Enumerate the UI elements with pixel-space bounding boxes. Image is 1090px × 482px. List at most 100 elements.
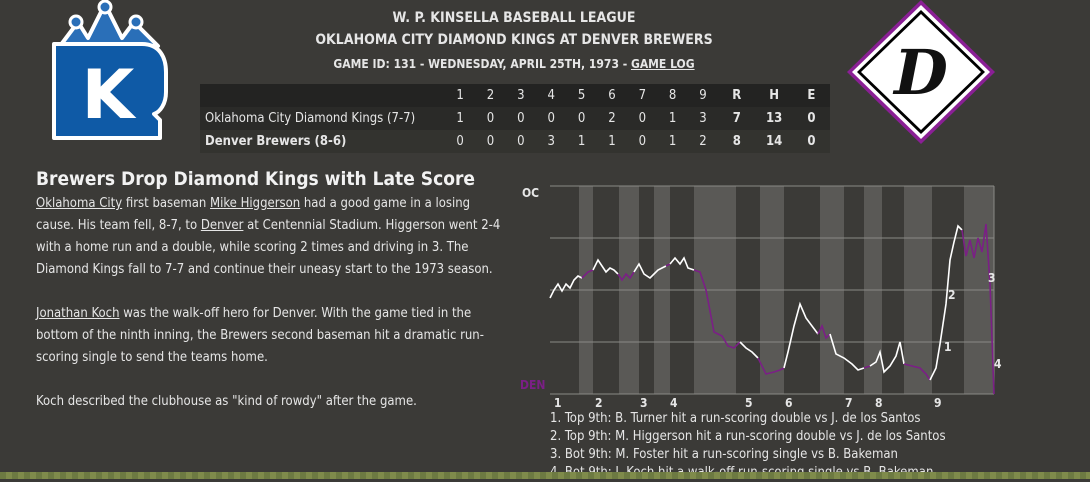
- linescore-header-cell: 9: [687, 84, 719, 107]
- article-headline: Brewers Drop Diamond Kings with Late Sco…: [36, 168, 475, 190]
- linescore-cell: 2: [687, 130, 719, 153]
- win-prob-line-away: [869, 341, 905, 374]
- win-prob-line-home: [617, 271, 635, 282]
- linescore-errors: 0: [792, 130, 830, 153]
- linescore-cell: 1: [444, 107, 476, 130]
- linescore-cell: 1: [657, 130, 688, 153]
- linescore-cell: 0: [627, 107, 658, 130]
- win-prob-line-home: [863, 365, 871, 369]
- win-prob-line-home: [693, 269, 741, 349]
- win-prob-line-home: [961, 223, 995, 395]
- inning-label: 4: [670, 396, 678, 410]
- win-prob-line-home: [665, 263, 671, 267]
- inning-label: 7: [845, 396, 853, 410]
- inning-label: 9: [934, 396, 942, 410]
- linescore-header-cell: 1: [444, 84, 476, 107]
- linescore-header-cell: 8: [657, 84, 688, 107]
- linescore-errors: 0: [792, 107, 830, 130]
- linescore-header-cell: 6: [596, 84, 628, 107]
- article-text: first baseman: [122, 196, 211, 211]
- win-prob-line-home: [757, 357, 785, 375]
- linescore-hits: 14: [755, 130, 793, 153]
- linescore-header-cell: R: [718, 84, 756, 107]
- event-marker: 2: [948, 288, 956, 302]
- win-prob-line-away: [829, 333, 865, 371]
- linescore-row-home: Denver Brewers (8-6) 0 0 0 3 1 1 0 1 2 8…: [200, 130, 830, 153]
- away-logo-letter: K: [82, 56, 137, 135]
- player-link-higgerson[interactable]: Mike Higgerson: [210, 196, 301, 211]
- matchup-title: OKLAHOMA CITY DIAMOND KINGS AT DENVER BR…: [315, 32, 713, 48]
- linescore-cell: 2: [596, 107, 628, 130]
- linescore-header-row: 1 2 3 4 5 6 7 8 9 R H E: [200, 84, 830, 107]
- win-prob-line-away: [929, 224, 963, 381]
- article-text: at Centennial Stadium. Higgerson went 2-…: [36, 218, 501, 277]
- team-link-denver[interactable]: Denver: [200, 218, 244, 233]
- article-text: was the walk-off hero for Denver. With t…: [36, 306, 484, 365]
- linescore-team-away: Oklahoma City Diamond Kings (7-7): [200, 107, 445, 130]
- linescore-header-cell: 4: [536, 84, 567, 107]
- key-event-item: 3. Bot 9th: M. Foster hit a run-scoring …: [550, 447, 898, 462]
- event-marker: 1: [944, 340, 952, 354]
- win-prob-line-home: [581, 269, 594, 279]
- linescore-row-away: Oklahoma City Diamond Kings (7-7) 1 0 0 …: [200, 107, 830, 130]
- linescore-header-cell: H: [755, 84, 793, 107]
- key-event-item: 1. Top 9th: B. Turner hit a run-scoring …: [550, 411, 921, 426]
- win-prob-line-away: [739, 341, 759, 359]
- inning-label: 6: [785, 396, 793, 410]
- grass-strip: [0, 472, 1090, 479]
- linescore-header-team: [200, 84, 445, 107]
- linescore-cell: 0: [627, 130, 658, 153]
- game-info-text: GAME ID: 131 - WEDNESDAY, APRIL 25TH, 19…: [333, 57, 628, 71]
- win-prob-line-away: [783, 301, 819, 369]
- linescore-hits: 13: [755, 107, 793, 130]
- linescore-cell: 3: [687, 107, 719, 130]
- article-paragraph-3: Koch described the clubhouse as "kind of…: [36, 394, 417, 409]
- linescore-table: 1 2 3 4 5 6 7 8 9 R H E Oklahoma City Di…: [200, 84, 830, 153]
- linescore-team-home: Denver Brewers (8-6): [200, 130, 445, 153]
- home-team-logo: D: [846, 0, 996, 145]
- inning-label: 5: [745, 396, 753, 410]
- win-prob-line-away: [549, 275, 583, 299]
- win-prob-line-home: [817, 323, 831, 340]
- linescore-header-cell: E: [792, 84, 830, 107]
- linescore-runs: 7: [718, 107, 756, 130]
- away-team-logo: K: [50, 0, 170, 142]
- chart-label-home: DEN: [520, 378, 545, 392]
- linescore-header-cell: 2: [475, 84, 506, 107]
- linescore-runs: 8: [718, 130, 756, 153]
- linescore-cell: 0: [444, 130, 476, 153]
- event-marker: 3: [988, 271, 996, 285]
- inning-label: 1: [554, 396, 562, 410]
- key-event-item: 2. Top 9th: M. Higgerson hit a run-scori…: [550, 429, 946, 444]
- player-link-koch[interactable]: Jonathan Koch: [36, 306, 120, 321]
- linescore-header-cell: 3: [505, 84, 537, 107]
- article-paragraph-1: Oklahoma City first baseman Mike Higgers…: [36, 193, 506, 281]
- linescore-cell: 1: [566, 130, 597, 153]
- inning-label: 3: [640, 396, 648, 410]
- game-recap-article: Brewers Drop Diamond Kings with Late Sco…: [36, 166, 506, 435]
- team-link-oklahoma-city[interactable]: Oklahoma City: [36, 196, 123, 211]
- win-prob-line-away: [669, 256, 695, 271]
- linescore-cell: 1: [596, 130, 628, 153]
- linescore-cell: 0: [475, 107, 506, 130]
- linescore-cell: 0: [505, 130, 537, 153]
- article-paragraph-2: Jonathan Koch was the walk-off hero for …: [36, 303, 506, 369]
- home-logo-letter: D: [892, 36, 948, 109]
- linescore-cell: 0: [536, 107, 567, 130]
- linescore-header-cell: 5: [566, 84, 597, 107]
- game-header: W. P. KINSELLA BASEBALL LEAGUE OKLAHOMA …: [200, 8, 828, 76]
- inning-label: 8: [875, 396, 883, 410]
- game-info: GAME ID: 131 - WEDNESDAY, APRIL 25TH, 19…: [200, 52, 828, 76]
- win-prob-line-away: [592, 258, 619, 275]
- linescore-cell: 1: [657, 107, 688, 130]
- linescore-cell: 3: [536, 130, 567, 153]
- win-probability-chart: OC DEN 1 2 3 4 5 6 7 8 9 1 2 3 4: [518, 180, 1008, 410]
- win-prob-line-home: [903, 363, 931, 381]
- linescore-cell: 0: [566, 107, 597, 130]
- linescore-cell: 0: [475, 130, 506, 153]
- linescore-cell: 0: [505, 107, 537, 130]
- event-marker: 4: [994, 357, 1002, 371]
- league-title: W. P. KINSELLA BASEBALL LEAGUE: [392, 10, 636, 26]
- article-text: had a good game in a losing cause. His t…: [36, 196, 471, 233]
- game-log-link[interactable]: GAME LOG: [630, 57, 695, 71]
